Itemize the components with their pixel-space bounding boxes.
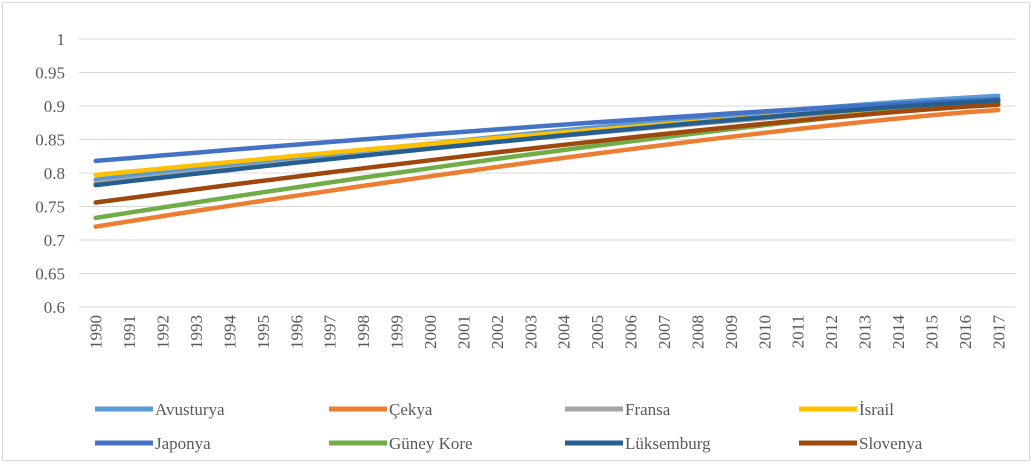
series-line: [93, 97, 1001, 164]
legend-label: Japonya: [155, 434, 211, 453]
line-chart: 0.60.650.70.750.80.850.90.951 1990 1991 19…: [35, 30, 1015, 453]
x-tick-label: 2012: [822, 315, 841, 349]
x-tick-label: 2016: [956, 315, 975, 349]
x-tick-label: 2005: [588, 315, 607, 349]
y-tick-label: 0.6: [44, 298, 65, 317]
legend-label: Güney Kore: [389, 434, 473, 453]
x-tick-label: 1995: [254, 315, 273, 349]
x-tick-label: 2007: [655, 315, 674, 350]
x-tick-label: 2008: [688, 315, 707, 349]
series-line: [93, 102, 1001, 205]
x-tick-label: 2000: [421, 315, 440, 349]
x-tick-label: 2006: [622, 315, 641, 349]
x-tick-label: 2010: [755, 315, 774, 349]
x-tick-label: 1996: [287, 315, 306, 349]
x-tick-label: 1994: [220, 315, 239, 350]
x-tick-label: 2002: [488, 315, 507, 349]
x-tick-label: 1990: [87, 315, 106, 349]
y-tick-label: 0.95: [35, 64, 65, 83]
x-tick-label: 2009: [722, 315, 741, 349]
x-tick-label: 2013: [856, 315, 875, 349]
x-tick-label: 2004: [555, 315, 574, 350]
x-tick-label: 2017: [989, 315, 1008, 350]
legend-label: Fransa: [625, 400, 671, 419]
x-tick-label: 1991: [120, 315, 139, 349]
series-line: [93, 98, 1001, 188]
x-tick-label: 2003: [521, 315, 540, 349]
legend-label: Slovenya: [859, 434, 923, 453]
x-tick-label: 1999: [388, 315, 407, 349]
y-tick-label: 0.75: [35, 198, 65, 217]
x-tick-label: 2015: [922, 315, 941, 349]
y-tick-label: 0.8: [44, 164, 65, 183]
x-tick-label: 1997: [321, 315, 340, 350]
y-tick-label: 0.9: [44, 97, 65, 116]
y-tick-label: 0.65: [35, 265, 65, 284]
legend-label: Avusturya: [155, 400, 225, 419]
legend: Avusturya Çekya Fransa İsrail Japonya Güney K…: [95, 400, 923, 453]
x-tick-label: 1992: [154, 315, 173, 349]
x-axis-ticks: 1990 1991 1992 1993 1994 1995 1996 1997 1998 1999…: [87, 315, 1009, 350]
legend-label: Çekya: [389, 400, 433, 419]
x-tick-label: 2014: [889, 315, 908, 350]
x-tick-label: 2001: [454, 315, 473, 349]
y-tick-label: 1: [57, 30, 66, 49]
x-tick-label: 1993: [187, 315, 206, 349]
y-tick-label: 0.7: [44, 231, 66, 250]
legend-label: İsrail: [859, 400, 894, 419]
y-axis-ticks: 0.6 0.65 0.7 0.75 0.8 0.85 0.9 0.95 1: [35, 30, 65, 317]
series-line: [93, 107, 1001, 229]
x-tick-label: 2011: [789, 315, 808, 348]
y-tick-label: 0.85: [35, 131, 65, 150]
series-lines: [93, 93, 1001, 229]
x-tick-label: 1998: [354, 315, 373, 349]
legend-label: Lüksemburg: [625, 434, 711, 453]
